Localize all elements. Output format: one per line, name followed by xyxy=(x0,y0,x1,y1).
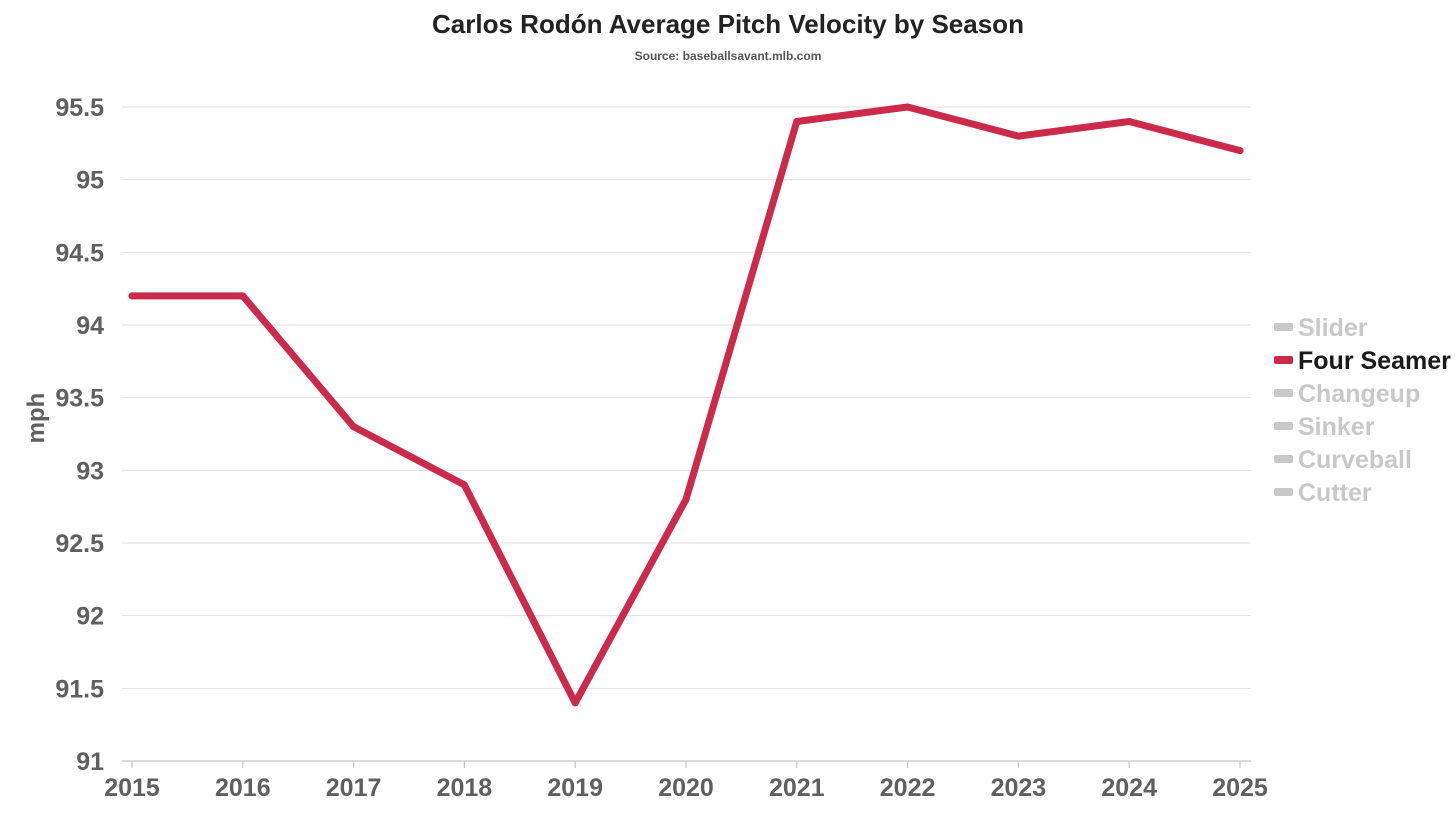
legend-label: Cutter xyxy=(1298,479,1372,507)
y-axis-ticks: 91 91.5 92 92.5 93 93.5 94 94.5 95 95.5 xyxy=(55,94,104,776)
legend-swatch xyxy=(1274,455,1293,463)
data-point xyxy=(793,118,801,126)
x-tick-label: 2018 xyxy=(437,774,493,802)
data-point xyxy=(904,103,912,111)
x-tick-label: 2017 xyxy=(326,774,382,802)
legend-item-changeup[interactable]: Changeup xyxy=(1274,380,1420,408)
legend-label: Curveball xyxy=(1298,446,1412,474)
x-tick-label: 2025 xyxy=(1212,774,1268,802)
legend-item-slider[interactable]: Slider xyxy=(1274,314,1368,342)
legend-label: Sinker xyxy=(1298,413,1375,441)
x-tick-label: 2020 xyxy=(658,774,714,802)
data-point xyxy=(571,699,579,707)
y-tick-label: 92 xyxy=(76,603,104,631)
x-tick-label: 2024 xyxy=(1101,774,1157,802)
x-tick-label: 2022 xyxy=(880,774,936,802)
legend-item-four-seamer[interactable]: Four Seamer xyxy=(1274,347,1451,375)
x-tick-label: 2019 xyxy=(547,774,603,802)
series-layer xyxy=(128,103,1244,707)
legend: Slider Four Seamer Changeup Sinker Curveball… xyxy=(1274,314,1451,507)
legend-item-curveball[interactable]: Curveball xyxy=(1274,446,1412,474)
legend-item-cutter[interactable]: Cutter xyxy=(1274,479,1372,507)
series-line-four-seamer xyxy=(128,103,1244,707)
gridlines xyxy=(122,106,1251,762)
data-point xyxy=(1125,118,1133,126)
data-point xyxy=(460,481,468,489)
legend-swatch xyxy=(1274,422,1293,430)
y-tick-label: 94.5 xyxy=(55,239,104,267)
x-tick-label: 2016 xyxy=(215,774,271,802)
x-tick-label: 2015 xyxy=(104,774,160,802)
data-point xyxy=(239,292,247,300)
legend-label: Four Seamer xyxy=(1298,347,1451,375)
y-tick-label: 91 xyxy=(76,748,104,776)
y-tick-label: 93.5 xyxy=(55,385,104,413)
y-axis-label: mph xyxy=(23,393,50,444)
legend-label: Slider xyxy=(1298,314,1368,342)
y-tick-label: 93 xyxy=(76,457,104,485)
x-axis-ticks: 2015 2016 2017 2018 2019 2020 2021 2022 2023 2024… xyxy=(104,761,1268,802)
y-tick-label: 94 xyxy=(76,312,104,340)
data-point xyxy=(682,495,690,503)
legend-label: Changeup xyxy=(1298,380,1420,408)
x-tick-label: 2023 xyxy=(991,774,1047,802)
y-tick-label: 95 xyxy=(76,167,104,195)
chart-title: Carlos Rodón Average Pitch Velocity by S… xyxy=(432,9,1024,39)
y-tick-label: 91.5 xyxy=(55,675,104,703)
data-point xyxy=(350,423,358,431)
legend-swatch xyxy=(1274,356,1293,364)
chart-subtitle: Source: baseballsavant.mlb.com xyxy=(635,49,822,63)
legend-item-sinker[interactable]: Sinker xyxy=(1274,413,1375,441)
legend-swatch xyxy=(1274,488,1293,496)
data-point xyxy=(1236,147,1244,155)
y-tick-label: 92.5 xyxy=(55,530,104,558)
y-tick-label: 95.5 xyxy=(55,94,104,122)
legend-swatch xyxy=(1274,323,1293,331)
x-tick-label: 2021 xyxy=(769,774,825,802)
legend-swatch xyxy=(1274,389,1293,397)
data-point xyxy=(128,292,136,300)
data-point xyxy=(1014,132,1022,140)
